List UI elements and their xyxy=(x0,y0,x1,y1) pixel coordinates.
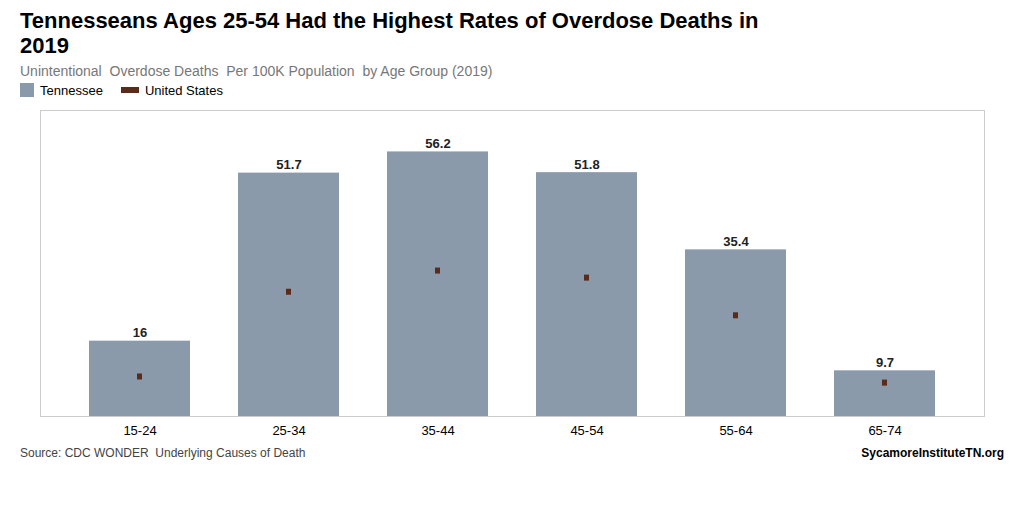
svg-text:35-44: 35-44 xyxy=(421,422,454,437)
svg-text:16: 16 xyxy=(133,325,147,340)
html-text:Source: CDC WONDER Underlying: Source: CDC WONDER Underlying Causes of … xyxy=(20,445,306,460)
html-text:Tennessee: Tennessee xyxy=(40,82,103,98)
html-text:Unintentional Overdose Deaths: Unintentional Overdose Deaths Per 100K P… xyxy=(20,62,493,79)
svg-text:56.2: 56.2 xyxy=(425,136,450,151)
svg-text:51.7: 51.7 xyxy=(276,157,301,172)
svg-text:25-34: 25-34 xyxy=(272,422,305,437)
html-text:SycamoreInstituteTN.org: SycamoreInstituteTN.org xyxy=(861,445,1004,460)
svg-text:35.4: 35.4 xyxy=(723,233,749,248)
svg-text:45-54: 45-54 xyxy=(570,422,603,437)
svg-text:15-24: 15-24 xyxy=(123,422,156,437)
svg-text:51.8: 51.8 xyxy=(574,156,599,171)
svg-text:9.7: 9.7 xyxy=(876,354,894,369)
svg-text:65-74: 65-74 xyxy=(868,422,901,437)
svg-text:55-64: 55-64 xyxy=(719,422,752,437)
html-text:Tennesseans Ages 25-54 Had the: Tennesseans Ages 25-54 Had the Highest R… xyxy=(20,8,759,59)
html-text:United States: United States xyxy=(144,82,223,98)
